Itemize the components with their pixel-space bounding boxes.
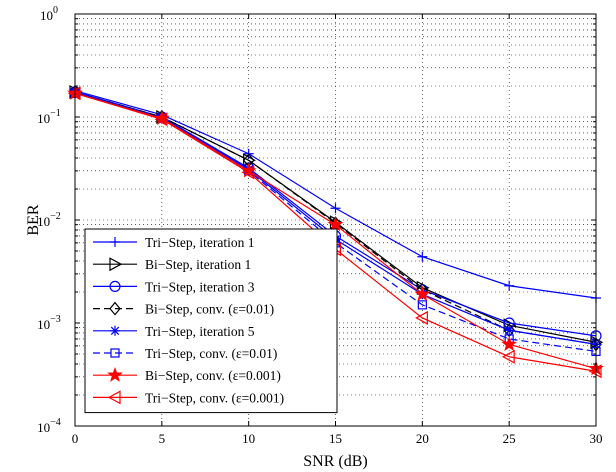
legend-marker (109, 280, 121, 292)
legend-label: Bi−Step, conv. (ε=0.001) (145, 368, 281, 383)
legend-entry: Tri−Step, conv. (ε=0.001) (93, 390, 284, 405)
data-point (241, 165, 255, 180)
legend-label: Tri−Step, iteration 5 (145, 324, 255, 339)
y-tick-exponent: −3 (50, 314, 61, 325)
legend-entry: Tri−Step, iteration 3 (93, 279, 255, 294)
y-tick-label: 10−3 (37, 314, 61, 332)
x-tick-label: 25 (503, 431, 516, 446)
data-point (417, 251, 428, 262)
legend-marker (107, 390, 121, 405)
legend-entry: Bi−Step, conv. (ε=0.01) (93, 302, 274, 317)
y-tick-label: 10−1 (37, 108, 61, 126)
data-point (501, 336, 518, 352)
legend-marker (110, 348, 120, 358)
legend-label: Tri−Step, iteration 1 (145, 235, 255, 250)
y-tick-label: 10−2 (37, 211, 61, 229)
y-tick-base: 10 (37, 317, 50, 332)
x-tick-label: 20 (416, 431, 429, 446)
x-tick-label: 10 (242, 431, 255, 446)
legend-marker (110, 325, 120, 336)
legend-label: Tri−Step, iteration 3 (145, 279, 255, 294)
legend-box (84, 228, 338, 414)
data-point (414, 286, 431, 301)
y-tick-exponent: −4 (50, 417, 61, 428)
legend-label: Tri−Step, conv. (ε=0.01) (145, 346, 277, 361)
legend-label: Tri−Step, conv. (ε=0.001) (145, 390, 284, 405)
x-axis-label: SNR (dB) (303, 453, 367, 470)
legend-entry: Tri−Step, conv. (ε=0.01) (93, 346, 277, 361)
legend-marker (109, 257, 123, 272)
x-tick-label: 30 (590, 431, 603, 446)
legend-marker (109, 301, 121, 316)
y-tick-base: 10 (37, 111, 50, 126)
data-point (504, 280, 515, 291)
legend-entry: Bi−Step, iteration 1 (93, 257, 251, 272)
y-tick-exponent: 0 (53, 5, 58, 16)
legend: Tri−Step, iteration 1 Bi−Step, iteration … (84, 228, 338, 414)
y-tick-base: 10 (40, 8, 53, 23)
y-axis-label: BER (25, 204, 42, 235)
x-tick-label: 5 (159, 431, 166, 446)
y-tick-exponent: −1 (50, 108, 61, 119)
legend-entry: Tri−Step, iteration 1 (93, 235, 255, 250)
x-tick-label: 15 (329, 431, 342, 446)
x-tick-label: 0 (72, 431, 79, 446)
data-point (501, 349, 515, 364)
y-tick-label: 100 (40, 5, 58, 23)
data-point (327, 216, 344, 232)
legend-label: Bi−Step, iteration 1 (145, 257, 251, 272)
y-tick-exponent: −2 (50, 211, 61, 222)
data-point (504, 325, 515, 336)
y-tick-label: 10−4 (37, 417, 61, 435)
data-point (330, 203, 341, 214)
data-point (417, 300, 427, 310)
data-point (154, 112, 168, 127)
legend-entry: Tri−Step, iteration 5 (93, 324, 255, 339)
legend-label: Bi−Step, conv. (ε=0.01) (145, 302, 274, 317)
data-point (415, 310, 428, 325)
y-tick-base: 10 (37, 214, 50, 229)
y-tick-base: 10 (37, 420, 50, 435)
legend-marker (110, 237, 120, 247)
legend-marker (107, 366, 123, 382)
legend-entry: Bi−Step, conv. (ε=0.001) (93, 366, 281, 383)
